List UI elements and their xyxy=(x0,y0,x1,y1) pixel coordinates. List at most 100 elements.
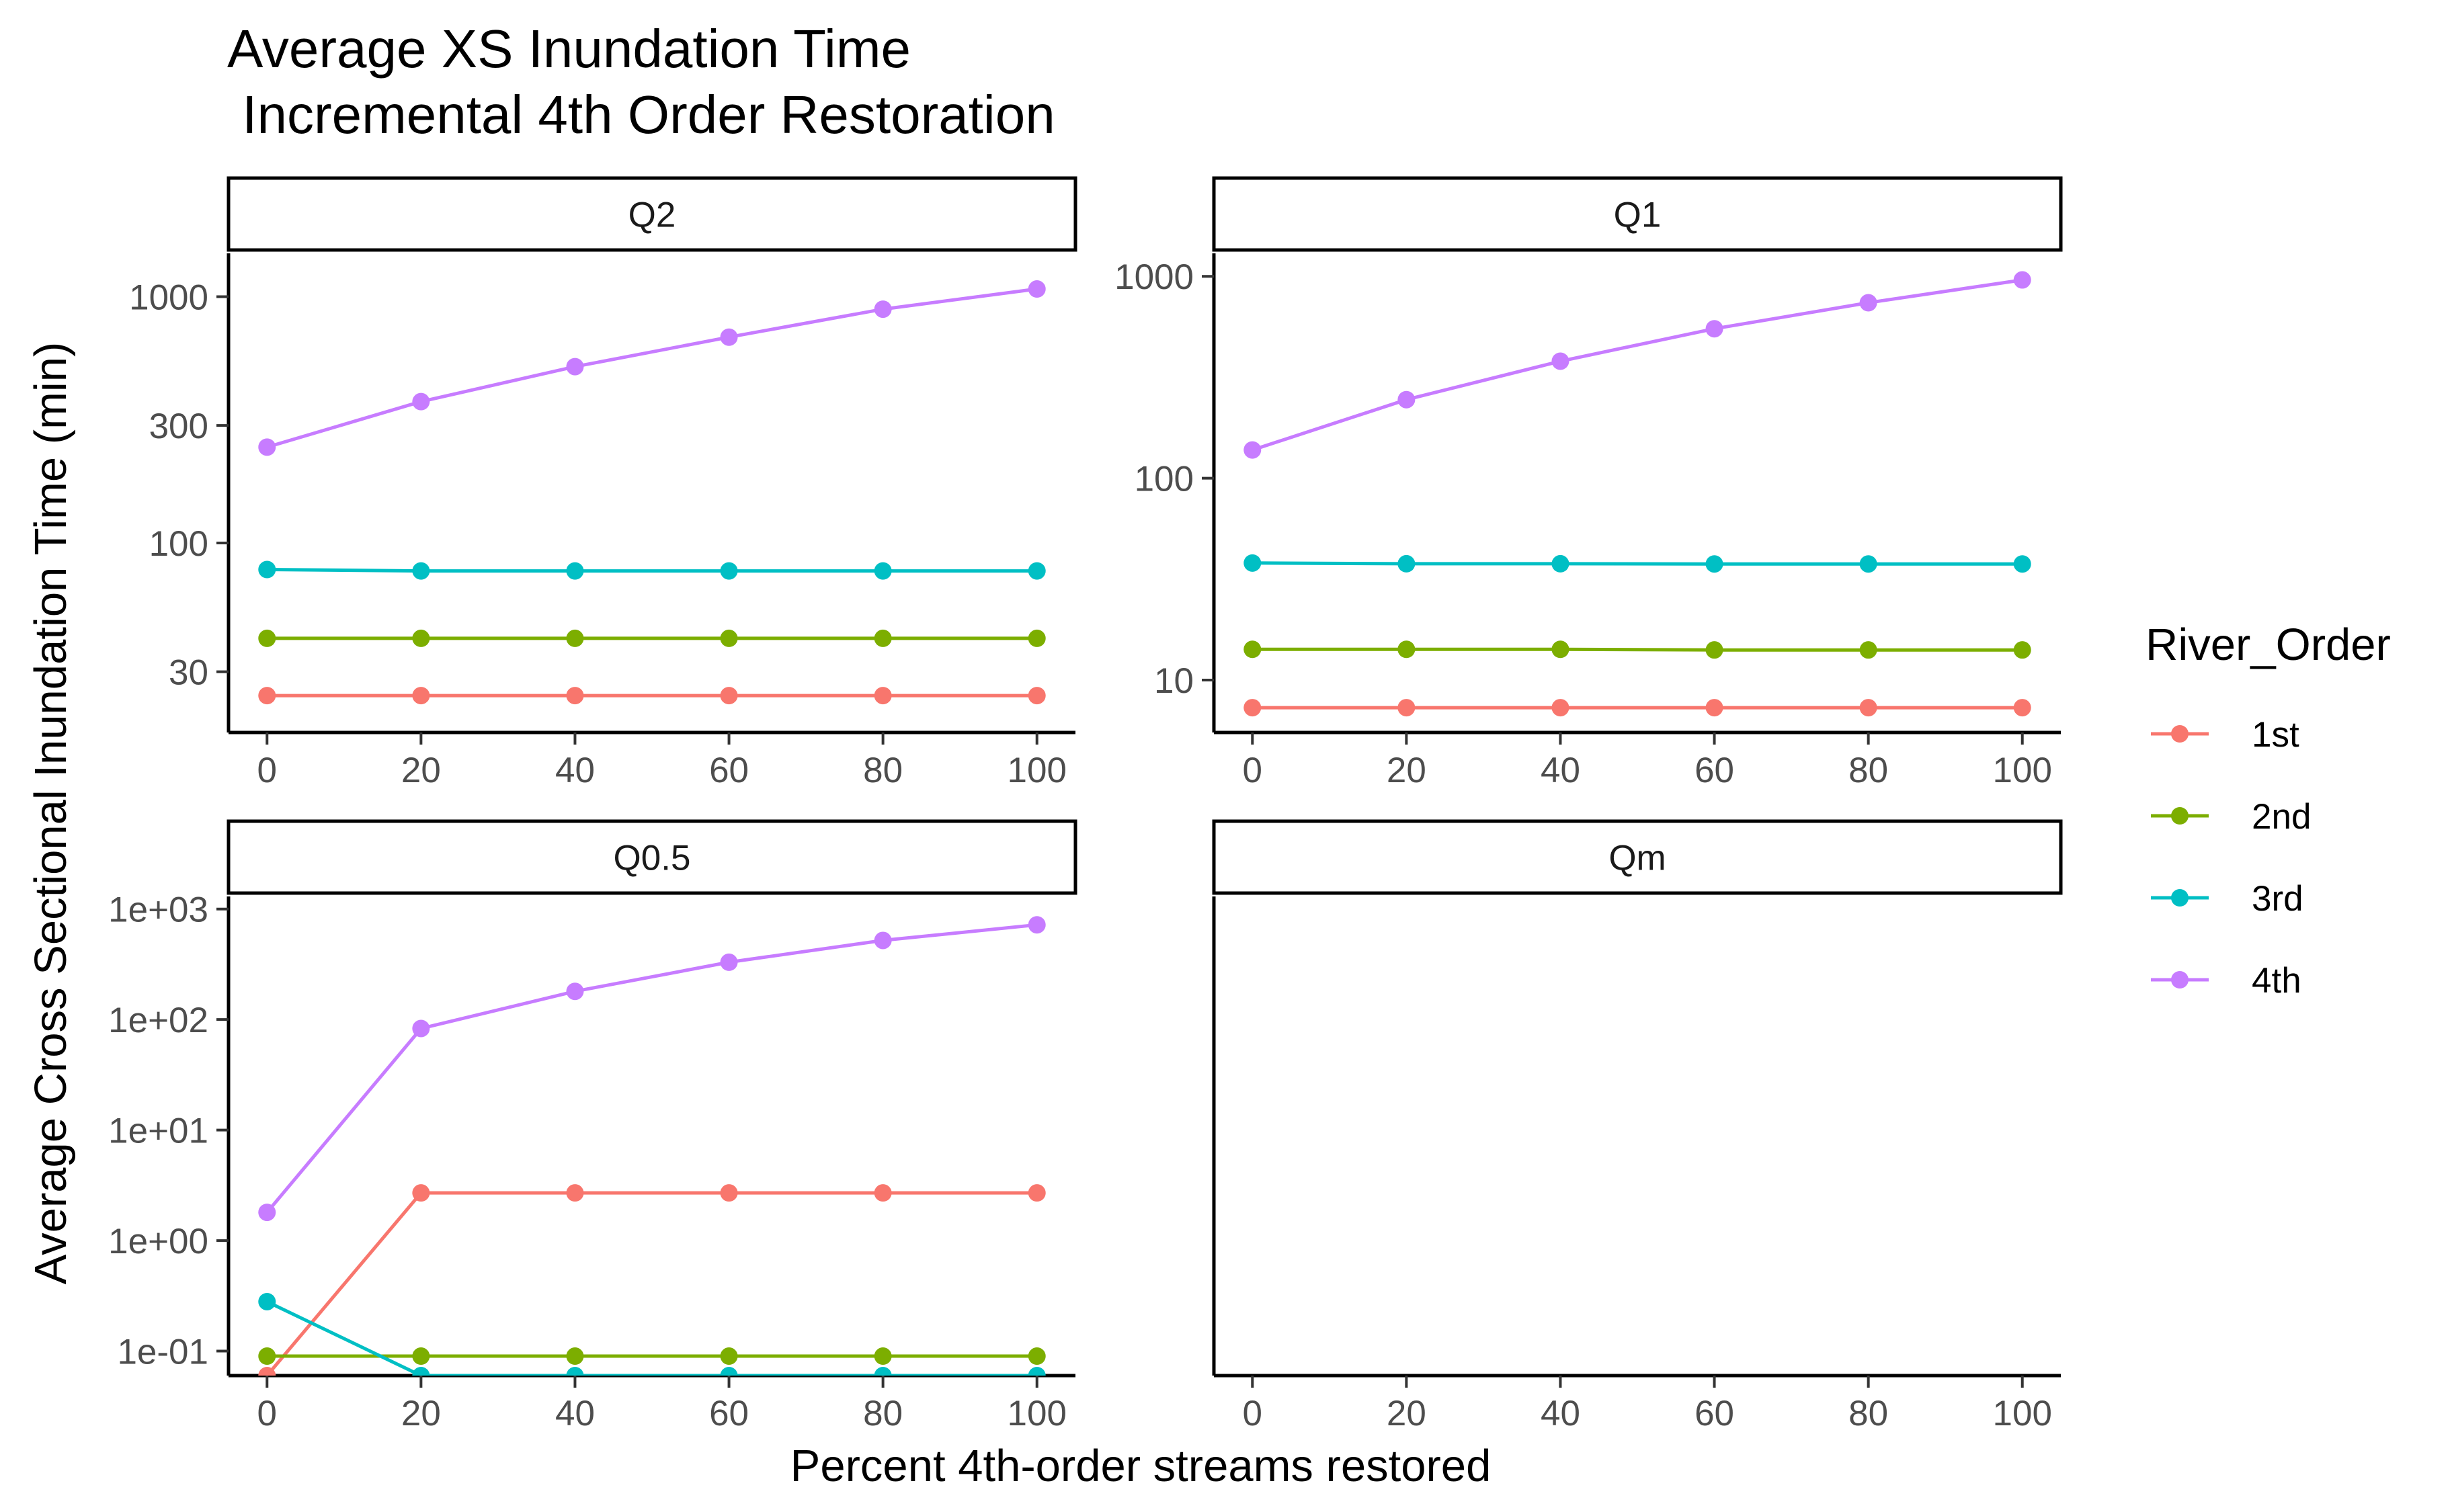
data-point-4th xyxy=(566,982,584,1001)
series-line-4th xyxy=(266,287,1038,449)
x-tick-label: 60 xyxy=(1694,751,1734,790)
facet-strip xyxy=(1212,819,2063,895)
x-tick-label: 100 xyxy=(1008,751,1067,790)
data-point-4th xyxy=(258,1204,276,1222)
data-point-4th xyxy=(566,358,584,376)
data-point-4th xyxy=(1705,320,1723,338)
y-tick-label: 1e+00 xyxy=(108,1222,208,1261)
facet-strip-label: Q1 xyxy=(1614,196,1662,235)
x-tick-label: 100 xyxy=(1008,1394,1067,1433)
facet-panel-q2: Q2 0 20 40 60 80 100 30 100 300 1000 xyxy=(129,176,1077,790)
chart-title-line-2: Incremental 4th Order Restoration xyxy=(227,85,1055,144)
legend-label: 3rd xyxy=(2252,879,2303,919)
data-point-3rd xyxy=(566,1367,584,1376)
facet-panel-qm: Qm 0 20 40 60 80 100 xyxy=(1212,819,2063,1433)
data-point-2nd xyxy=(1859,641,1877,659)
data-point-1st xyxy=(1397,699,1416,717)
data-point-2nd xyxy=(258,1347,276,1366)
y-tick-label: 1e+03 xyxy=(108,890,208,930)
data-point-4th xyxy=(1859,294,1877,312)
y-tick-label: 1e+02 xyxy=(108,1001,208,1040)
data-point-3rd xyxy=(566,562,584,580)
data-point-3rd xyxy=(258,1292,276,1310)
x-tick-label: 0 xyxy=(257,1394,277,1433)
y-tick-label: 100 xyxy=(149,524,208,564)
data-point-2nd xyxy=(1243,640,1262,659)
x-tick-label: 60 xyxy=(709,751,749,790)
x-tick-label: 40 xyxy=(555,751,595,790)
data-point-2nd xyxy=(1551,640,1569,659)
data-point-4th xyxy=(720,328,738,346)
data-point-3rd xyxy=(720,1367,738,1376)
facet-panel-q0-5: Q0.5 0 20 40 60 80 100 1e-01 1e+00 1e+01 1e+02 1e+0… xyxy=(108,819,1077,1433)
data-point-1st xyxy=(720,1184,738,1202)
data-point-2nd xyxy=(566,1347,584,1366)
data-point-4th xyxy=(258,438,276,456)
data-point-1st xyxy=(720,687,738,705)
legend-label: 2nd xyxy=(2252,797,2311,837)
legend-item-1st: 1st xyxy=(2151,715,2299,755)
x-tick-label: 100 xyxy=(1993,1394,2052,1433)
data-point-1st xyxy=(1243,699,1262,717)
x-tick-label: 0 xyxy=(1243,1394,1262,1433)
x-tick-label: 20 xyxy=(1387,751,1426,790)
x-tick-label: 80 xyxy=(863,751,903,790)
series-group xyxy=(258,280,1046,705)
x-tick-label: 80 xyxy=(1848,751,1888,790)
data-point-3rd xyxy=(258,560,276,579)
data-point-2nd xyxy=(258,629,276,647)
data-point-2nd xyxy=(720,629,738,647)
series-line-3rd xyxy=(267,568,1037,573)
x-tick-label: 40 xyxy=(1541,751,1580,790)
y-tick-label: 1e-01 xyxy=(117,1333,208,1372)
x-tick-label: 60 xyxy=(1694,1394,1734,1433)
series-line-3rd xyxy=(1252,561,2023,566)
facet-strip-label: Q2 xyxy=(628,196,676,235)
y-tick-label: 30 xyxy=(169,653,208,693)
data-point-3rd xyxy=(1551,554,1569,573)
y-tick-label: 10 xyxy=(1154,661,1194,701)
data-point-1st xyxy=(1551,699,1569,717)
data-point-1st xyxy=(1705,699,1723,717)
data-point-1st xyxy=(258,1367,276,1376)
data-point-3rd xyxy=(1397,554,1416,573)
data-point-2nd xyxy=(566,629,584,647)
y-axis-title: Average Cross Sectional Inundation Time … xyxy=(26,342,76,1285)
facet-strip xyxy=(227,176,1077,252)
data-point-4th xyxy=(2013,271,2031,289)
data-point-3rd xyxy=(1705,555,1723,573)
facet-panel-q1: Q1 0 20 40 60 80 100 10 100 1000 xyxy=(1114,176,2063,790)
data-point-1st xyxy=(566,687,584,705)
series-line-1st xyxy=(266,1191,1037,1376)
facet-strip xyxy=(1212,176,2063,252)
x-tick-label: 20 xyxy=(401,751,441,790)
data-point-1st xyxy=(412,687,430,705)
data-point-2nd xyxy=(1028,1347,1046,1366)
y-tick-label: 100 xyxy=(1135,460,1194,499)
data-point-1st xyxy=(412,1184,430,1202)
data-point-2nd xyxy=(874,1347,892,1366)
series-group xyxy=(258,916,1046,1376)
data-point-2nd xyxy=(412,1347,430,1366)
data-point-1st xyxy=(874,687,892,705)
x-tick-label: 0 xyxy=(257,751,277,790)
data-point-3rd xyxy=(720,562,738,580)
data-point-1st xyxy=(1028,1184,1046,1202)
data-point-3rd xyxy=(1028,562,1046,580)
legend-key-point xyxy=(2171,807,2189,825)
y-tick-label: 1000 xyxy=(129,278,208,318)
data-point-4th xyxy=(1028,280,1046,298)
data-point-4th xyxy=(874,300,892,319)
data-point-3rd xyxy=(1859,555,1877,573)
data-point-4th xyxy=(1028,916,1046,934)
x-tick-label: 60 xyxy=(709,1394,749,1433)
x-tick-label: 100 xyxy=(1993,751,2052,790)
data-point-4th xyxy=(720,953,738,971)
y-tick-label: 1e+01 xyxy=(108,1111,208,1151)
data-point-2nd xyxy=(412,629,430,647)
data-point-4th xyxy=(1243,441,1262,459)
data-point-2nd xyxy=(874,629,892,647)
chart-title-line-1: Average XS Inundation Time xyxy=(227,19,911,79)
